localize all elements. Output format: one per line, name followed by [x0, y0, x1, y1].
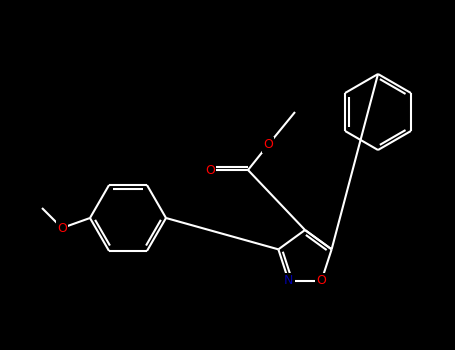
Text: O: O [263, 139, 273, 152]
Text: O: O [317, 274, 326, 287]
Text: O: O [57, 222, 67, 235]
Text: N: N [284, 274, 293, 287]
Text: O: O [205, 163, 215, 176]
